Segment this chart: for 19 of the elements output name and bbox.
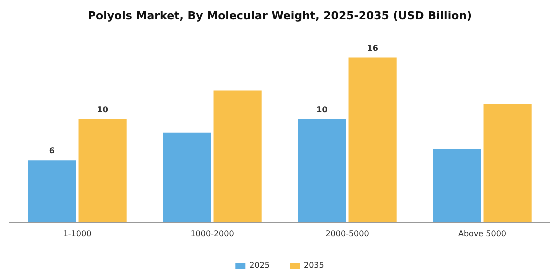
- bar: [348, 58, 397, 222]
- bar: [28, 160, 76, 222]
- data-label: 6: [49, 146, 56, 156]
- bar: [433, 149, 482, 222]
- bar: [78, 120, 127, 222]
- bar: [214, 90, 262, 222]
- data-label: 10: [97, 106, 109, 115]
- legend-label: 2025: [250, 261, 270, 270]
- x-tick-label: Above 5000: [458, 229, 507, 238]
- bar: [298, 120, 346, 222]
- x-tick-label: 1-1000: [63, 229, 92, 238]
- data-label: 10: [316, 106, 328, 115]
- data-label: 16: [367, 44, 379, 53]
- x-tick-label: 1000-2000: [190, 229, 234, 238]
- bar: [484, 104, 532, 222]
- chart-title: Polyols Market, By Molecular Weight, 2025-2035 (USD Billion): [88, 9, 472, 22]
- bar: [163, 132, 212, 222]
- x-tick-label: 2000-5000: [326, 229, 370, 238]
- legend-label: 2035: [304, 261, 324, 270]
